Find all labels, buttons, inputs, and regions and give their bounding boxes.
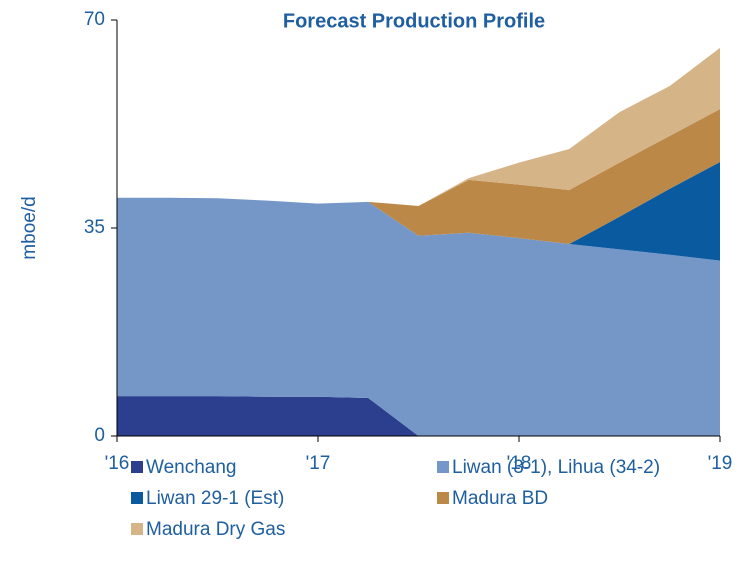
legend-label: Liwan (3-1), Lihua (34-2) [452,457,660,478]
x-tick-label: '17 [306,453,331,474]
x-tick-label: '16 [105,453,130,474]
y-axis-label: mboe/d [19,196,40,259]
axes: 0 35 70 '16 '17 '18 '19 [84,9,733,474]
legend-swatch [437,492,449,504]
chart-title: Forecast Production Profile [283,10,545,32]
legend-label: Madura Dry Gas [146,519,285,540]
area [117,396,720,436]
legend-swatch [131,461,143,473]
area [117,47,720,207]
y-tick-label: 0 [94,425,105,446]
legend-swatch [437,461,449,473]
x-tick-label: '19 [708,453,733,474]
y-tick-label: 70 [84,9,105,30]
y-tick-label: 35 [84,217,105,238]
legend-label: Liwan 29-1 (Est) [146,488,284,509]
area [117,197,720,436]
legend: Wenchang Liwan (3-1), Lihua (34-2) Liwan 2… [131,457,660,540]
area [117,109,720,245]
legend-label: Madura BD [452,488,548,509]
areas [117,47,720,436]
x-tick-label: '18 [507,453,532,474]
legend-swatch [131,523,143,535]
legend-label: Wenchang [146,457,237,478]
area [117,162,720,261]
legend-swatch [131,492,143,504]
